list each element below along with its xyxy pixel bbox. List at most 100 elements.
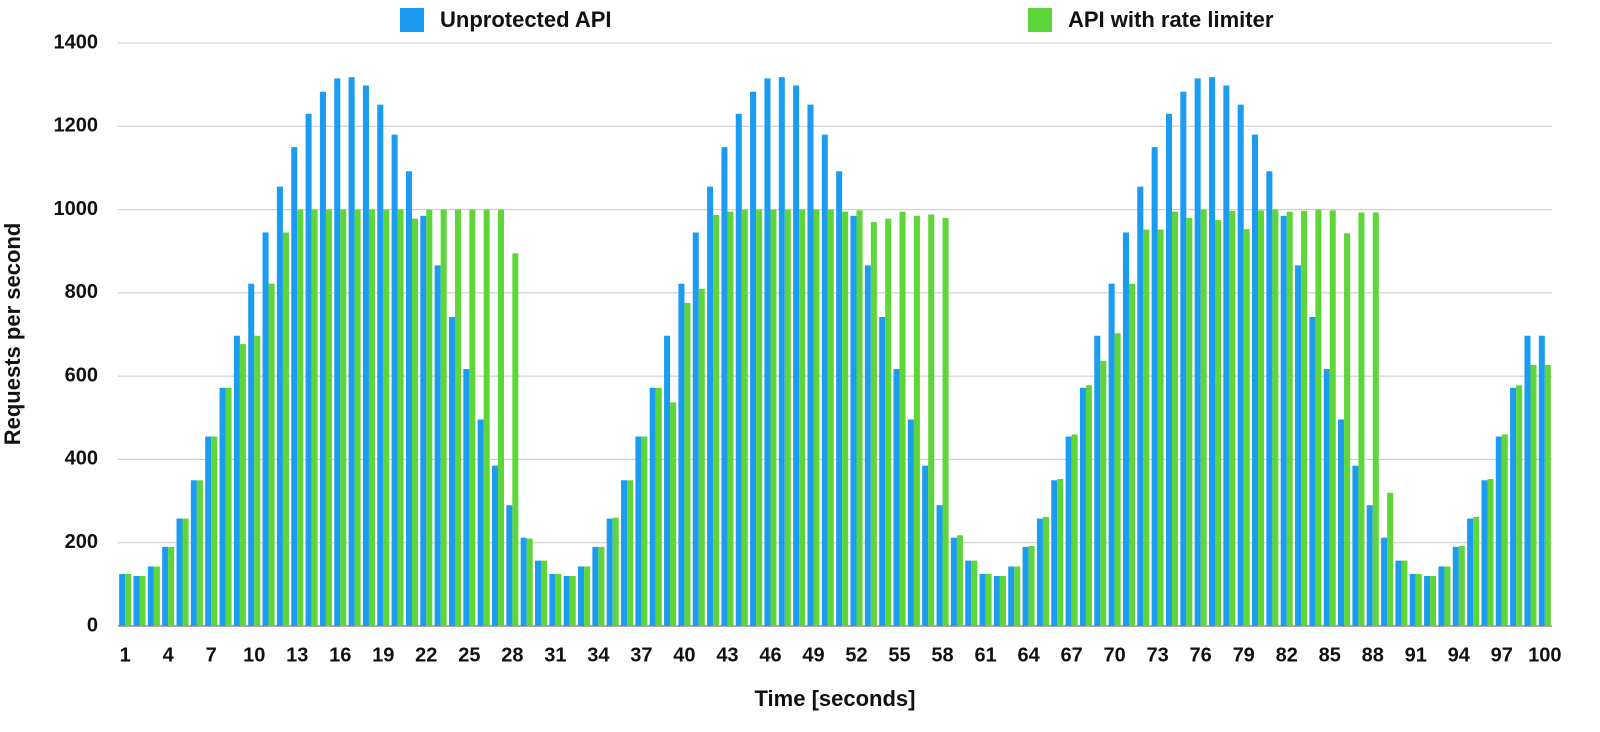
bar [784, 209, 791, 627]
bar [1352, 465, 1359, 626]
bar [864, 265, 871, 626]
bar [1409, 573, 1416, 626]
x-tick-label: 43 [716, 644, 738, 666]
legend-label: API with rate limiter [1068, 7, 1274, 32]
y-tick-label: 200 [65, 531, 98, 553]
bar [1094, 335, 1101, 626]
x-tick-label: 94 [1448, 644, 1471, 666]
bar [684, 302, 691, 626]
bar [1544, 364, 1551, 626]
bar [1280, 215, 1287, 626]
bar [850, 215, 857, 626]
bar [1266, 171, 1273, 626]
x-tick-label: 22 [415, 644, 437, 666]
bar [627, 480, 634, 626]
bar [678, 283, 685, 626]
bar [799, 209, 806, 627]
bar [239, 344, 246, 626]
bar [770, 209, 777, 627]
bar [549, 573, 556, 626]
bar [842, 211, 849, 626]
x-tick-label: 25 [458, 644, 480, 666]
bar [119, 573, 126, 626]
bar [454, 209, 462, 627]
bar [153, 566, 160, 626]
bar [205, 436, 212, 626]
bar [1458, 546, 1465, 626]
bar [426, 209, 433, 627]
bar [541, 560, 548, 626]
bar [506, 505, 513, 626]
bar [1194, 78, 1201, 627]
bar [211, 436, 218, 626]
bar [942, 217, 949, 626]
bar [1467, 518, 1474, 626]
bar [956, 535, 963, 626]
bar [262, 232, 269, 626]
bar [1065, 436, 1072, 626]
bar [827, 209, 834, 627]
bar [612, 517, 619, 626]
bar [535, 560, 542, 626]
bar [965, 560, 972, 626]
bar [1487, 479, 1494, 626]
bar [420, 215, 427, 626]
bar [1372, 212, 1379, 626]
bar [463, 369, 470, 626]
bar [248, 283, 255, 626]
bar [1258, 210, 1265, 626]
x-tick-label: 34 [587, 644, 610, 666]
bar [1323, 369, 1330, 626]
bar [448, 317, 455, 626]
bar [1229, 210, 1236, 626]
x-tick-label: 40 [673, 644, 695, 666]
x-tick-label: 49 [802, 644, 824, 666]
bar [1501, 434, 1508, 626]
bar [305, 113, 312, 627]
bar [1510, 387, 1517, 626]
bar [922, 465, 929, 626]
bar [899, 211, 906, 626]
bar [225, 387, 232, 626]
bar [354, 209, 361, 627]
bar [1042, 516, 1049, 626]
bar [655, 387, 662, 626]
bar [162, 546, 169, 626]
bar [621, 480, 628, 626]
bar [698, 288, 705, 626]
bar [836, 171, 843, 626]
bar [405, 171, 412, 626]
bar [1223, 85, 1230, 627]
y-tick-label: 1200 [54, 115, 99, 137]
bar [1358, 212, 1365, 626]
bar [1366, 505, 1373, 626]
bar [1022, 546, 1029, 626]
bar [1381, 537, 1388, 626]
bar [664, 335, 671, 626]
bar [606, 518, 613, 626]
bar [885, 218, 892, 627]
bar [498, 209, 505, 627]
x-tick-label: 52 [845, 644, 867, 666]
x-tick-label: 7 [206, 644, 217, 666]
bar [520, 537, 527, 626]
bar [727, 211, 734, 626]
bar [578, 566, 585, 626]
y-tick-label: 0 [87, 614, 98, 636]
bar [764, 78, 771, 627]
bar [985, 573, 992, 626]
bar [139, 576, 146, 626]
bar [1452, 546, 1459, 626]
bar [1243, 229, 1250, 627]
legend-label: Unprotected API [440, 7, 612, 32]
bar [1143, 229, 1150, 626]
bar [592, 546, 599, 626]
bar [879, 317, 886, 626]
x-tick-label: 58 [931, 644, 953, 666]
bar [334, 78, 341, 627]
bar [340, 209, 347, 627]
bar [1137, 186, 1144, 627]
bar [1171, 211, 1179, 626]
x-tick-label: 4 [163, 644, 175, 666]
bar [813, 209, 820, 627]
